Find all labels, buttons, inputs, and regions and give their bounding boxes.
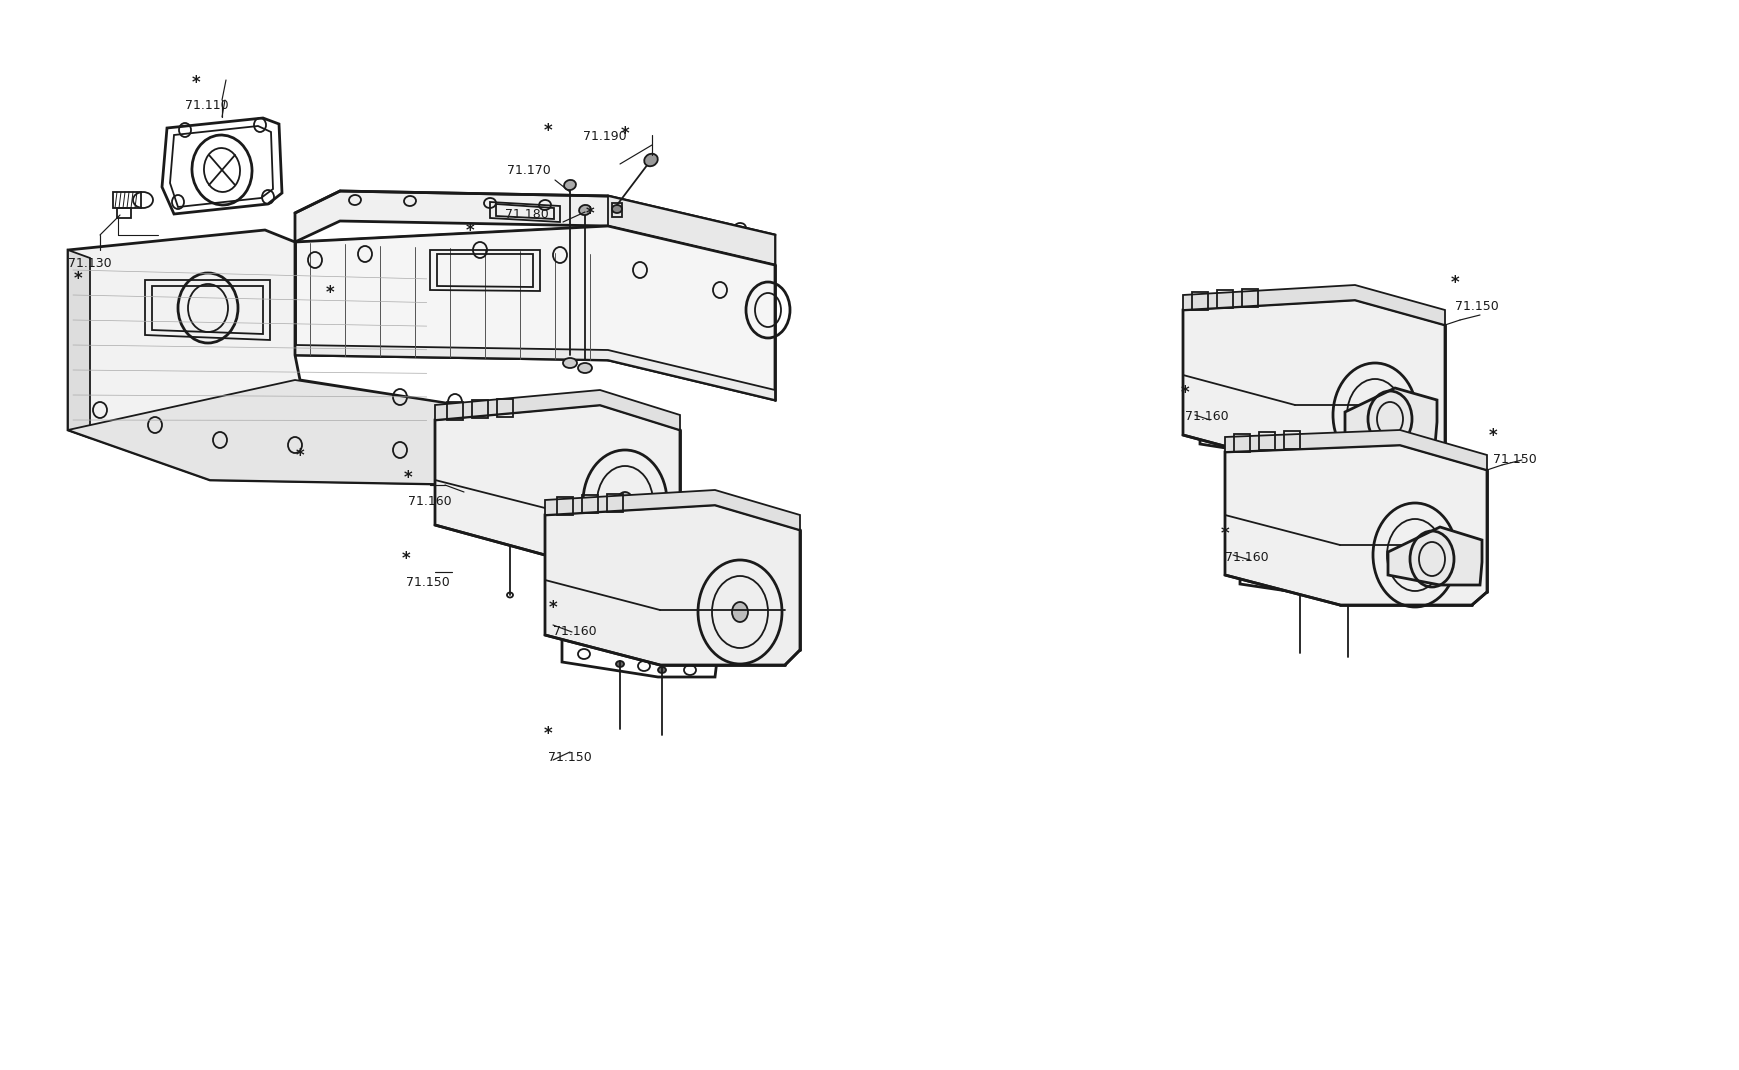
Ellipse shape [1296, 585, 1303, 591]
Text: 71.150: 71.150 [548, 751, 591, 764]
Polygon shape [1183, 300, 1443, 465]
Text: 71.160: 71.160 [407, 495, 452, 508]
Ellipse shape [577, 363, 591, 373]
Ellipse shape [617, 492, 633, 513]
Polygon shape [544, 490, 800, 530]
Text: *: * [586, 205, 595, 223]
Polygon shape [1183, 285, 1443, 325]
Ellipse shape [1407, 545, 1423, 565]
Text: 71.150: 71.150 [405, 576, 449, 589]
Polygon shape [544, 505, 800, 664]
Text: *: * [1181, 384, 1189, 402]
Text: *: * [466, 221, 475, 240]
Text: 71.150: 71.150 [1454, 300, 1497, 314]
Text: 71.150: 71.150 [1492, 453, 1536, 467]
Text: *: * [191, 74, 200, 92]
Ellipse shape [612, 205, 621, 213]
Text: 71.130: 71.130 [68, 257, 111, 270]
Ellipse shape [506, 528, 513, 533]
Ellipse shape [643, 154, 657, 166]
Text: *: * [1221, 525, 1229, 542]
Ellipse shape [732, 602, 748, 622]
Text: 71.160: 71.160 [1184, 410, 1228, 423]
Polygon shape [68, 250, 90, 438]
Polygon shape [68, 380, 490, 485]
Polygon shape [607, 196, 774, 265]
Text: 71.180: 71.180 [504, 208, 548, 221]
Ellipse shape [1301, 449, 1309, 455]
Polygon shape [296, 226, 774, 400]
Text: *: * [73, 270, 82, 288]
Polygon shape [296, 192, 774, 265]
Ellipse shape [579, 205, 591, 215]
Ellipse shape [563, 358, 577, 368]
Text: *: * [621, 125, 630, 143]
Text: *: * [296, 447, 304, 465]
Polygon shape [296, 345, 774, 400]
Polygon shape [1224, 430, 1487, 470]
Polygon shape [435, 406, 680, 555]
Text: *: * [325, 284, 334, 302]
Ellipse shape [657, 667, 666, 673]
Text: *: * [543, 725, 551, 743]
Text: *: * [1450, 274, 1459, 292]
Text: 71.110: 71.110 [184, 100, 228, 112]
Ellipse shape [1367, 406, 1383, 425]
Text: *: * [543, 122, 551, 140]
Text: *: * [548, 599, 556, 617]
Polygon shape [1388, 528, 1482, 585]
Text: *: * [1489, 427, 1497, 445]
Polygon shape [1224, 445, 1487, 605]
Text: 71.160: 71.160 [553, 625, 596, 638]
Polygon shape [1344, 388, 1436, 445]
Ellipse shape [551, 532, 558, 538]
Ellipse shape [1343, 588, 1351, 595]
Text: *: * [403, 469, 412, 487]
Text: 71.190: 71.190 [583, 129, 626, 143]
Ellipse shape [616, 661, 624, 667]
Text: 71.160: 71.160 [1224, 551, 1268, 564]
Text: 71.170: 71.170 [506, 164, 551, 177]
Ellipse shape [563, 180, 576, 190]
Text: *: * [402, 550, 410, 568]
Ellipse shape [1254, 445, 1261, 450]
Polygon shape [68, 230, 490, 485]
Polygon shape [435, 389, 680, 430]
